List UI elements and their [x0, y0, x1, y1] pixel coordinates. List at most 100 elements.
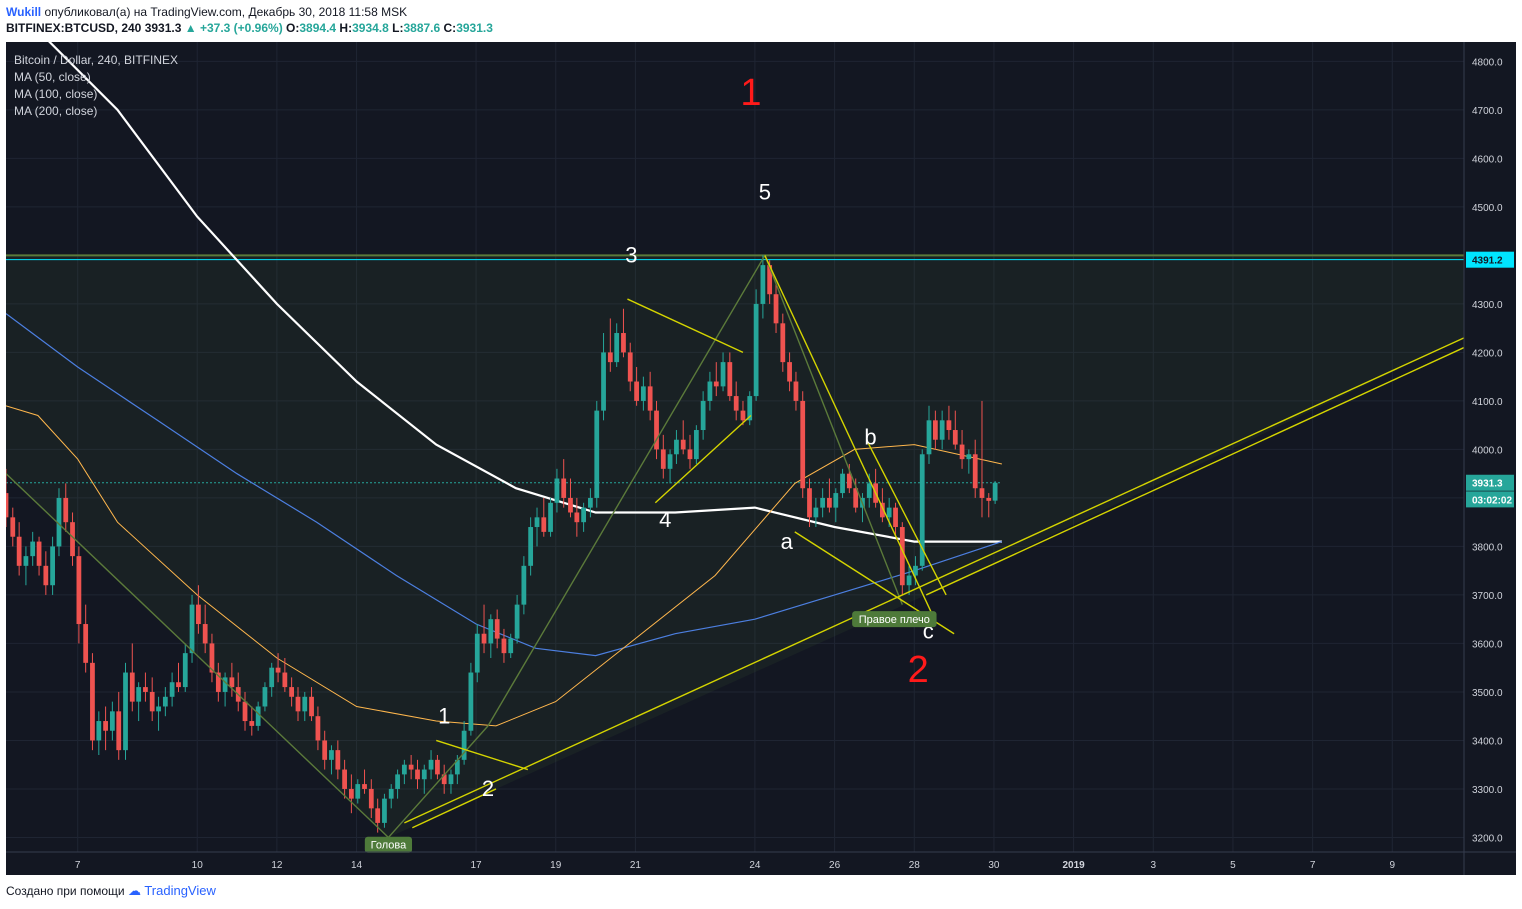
candle-up — [866, 483, 872, 498]
price-tick-label: 4100.0 — [1472, 397, 1503, 408]
candle-up — [109, 711, 115, 731]
price-tick-label: 3400.0 — [1472, 736, 1503, 747]
price-tick-label: 4200.0 — [1472, 348, 1503, 359]
ohlc-row: BITFINEX:BTCUSD, 240 3931.3 ▲ +37.3 (+0.… — [6, 20, 493, 36]
footer-text: Создано при помощи — [6, 884, 125, 898]
candle-up — [156, 706, 161, 712]
candle-up — [820, 497, 826, 508]
trendline — [412, 788, 497, 829]
time-tick-label: 12 — [271, 860, 283, 871]
candle-down — [627, 352, 633, 382]
tradingview-logo-icon[interactable]: ☁ — [127, 883, 141, 898]
candle-up — [189, 604, 195, 654]
time-axis[interactable]: 7 10 12 14 17 19 21 24 26 28 30 2019 3 5 7 9 — [6, 851, 1516, 871]
candle-down — [846, 473, 852, 489]
candle-up — [468, 672, 474, 731]
candle-down — [36, 541, 42, 566]
candle-up — [614, 333, 620, 363]
candle-down — [275, 667, 281, 673]
candle-up — [906, 575, 912, 586]
candle-up — [813, 507, 819, 518]
candle-down — [654, 410, 659, 450]
candle-up — [222, 677, 228, 692]
time-tick-label: 9 — [1390, 860, 1396, 871]
chart-area[interactable]: 1 2 5 3 4 1 2 a b c Голова Правое плечо 3200.0 3300.… — [3, 0, 1516, 875]
candle-down — [800, 400, 806, 489]
price-axis[interactable]: 3200.0 3300.0 3400.0 3500.0 3600.0 3700.0 3800… — [1463, 42, 1514, 875]
candle-down — [767, 265, 773, 295]
candle-up — [707, 381, 713, 401]
candle-up — [601, 352, 606, 411]
candle-down — [441, 774, 447, 785]
candle-down — [335, 750, 341, 770]
time-tick-label: 14 — [351, 860, 363, 871]
time-tick-label: 19 — [550, 860, 562, 871]
candle-down — [289, 687, 295, 697]
chart-background — [6, 42, 1516, 875]
candle-up — [182, 653, 188, 688]
trendline — [764, 255, 903, 605]
time-tick-label: 26 — [829, 860, 841, 871]
candle-down — [315, 716, 321, 741]
candle-up — [521, 565, 527, 605]
candle-down — [202, 624, 208, 644]
candle-up — [588, 497, 593, 508]
legend-ma50[interactable]: MA (50, close) — [14, 70, 91, 84]
candle-up — [395, 774, 400, 789]
high-value: 3934.8 — [352, 21, 389, 35]
candle-down — [10, 517, 16, 537]
candle-down — [561, 478, 567, 498]
candle-down — [149, 691, 155, 712]
candle-down — [348, 788, 354, 799]
candle-up — [700, 400, 706, 431]
legend-ma100[interactable]: MA (100, close) — [14, 87, 98, 101]
candle-up — [382, 798, 387, 823]
trendline — [764, 255, 933, 615]
candle-down — [415, 769, 420, 780]
close-value: 3931.3 — [456, 21, 493, 35]
candle-down — [687, 449, 693, 460]
candle-up — [747, 396, 753, 421]
ma200-line — [6, 0, 1002, 543]
pattern-label-bg — [852, 611, 937, 628]
price-tick-label: 4000.0 — [1472, 445, 1503, 456]
publish-info: Wukill опубликовал(а) на TradingView.com… — [6, 4, 493, 20]
candle-down — [893, 507, 898, 528]
candle-down — [90, 662, 95, 741]
time-tick-label: 21 — [630, 860, 642, 871]
time-tick-label: 28 — [909, 860, 921, 871]
pattern-label: Правое плечо — [859, 614, 930, 626]
candle-down — [574, 512, 580, 523]
time-tick-label: 17 — [471, 860, 483, 871]
wave-label: 4 — [659, 507, 671, 532]
candle-up — [528, 527, 534, 566]
candle-up — [401, 764, 407, 775]
last-price: 3931.3 — [144, 21, 182, 35]
candle-up — [454, 759, 460, 775]
candle-down — [494, 619, 500, 639]
open-label: O: — [286, 21, 300, 35]
wave-label: 5 — [759, 180, 771, 205]
candle-down — [807, 488, 812, 518]
candle-up — [96, 721, 102, 741]
legend-ma200[interactable]: MA (200, close) — [14, 104, 98, 118]
footer: Создано при помощи ☁ TradingView — [6, 883, 216, 899]
author-link[interactable]: Wukill — [6, 5, 42, 19]
ma100-line — [5, 313, 1003, 657]
wave-label: 1 — [740, 72, 761, 114]
candle-down — [309, 696, 314, 717]
candle-up — [514, 604, 520, 639]
candle-up — [674, 439, 679, 455]
candle-up — [548, 502, 553, 532]
candle-up — [136, 687, 142, 702]
tradingview-link[interactable]: TradingView — [144, 883, 216, 898]
candle-down — [103, 721, 108, 731]
price-tick-label: 4500.0 — [1472, 203, 1503, 214]
candle-down — [607, 352, 613, 363]
candle-down — [680, 439, 686, 450]
candle-down — [362, 784, 367, 789]
price-label-bg — [1466, 251, 1514, 268]
candle-down — [116, 711, 122, 751]
price-tick-label: 4600.0 — [1472, 154, 1503, 165]
